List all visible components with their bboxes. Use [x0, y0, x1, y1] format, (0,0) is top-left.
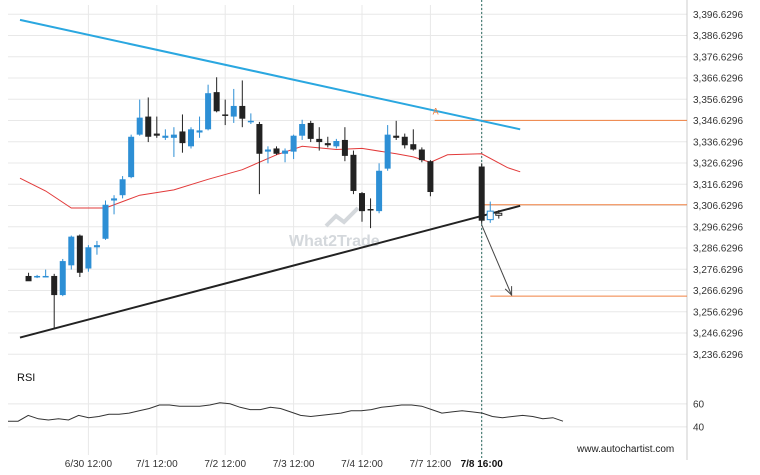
candle-body: [282, 150, 289, 154]
footer-url: www.autochartist.com: [576, 444, 674, 455]
candle-body: [478, 166, 485, 221]
candle-body: [316, 138, 323, 143]
forecast-overlay: A: [433, 106, 513, 297]
candle-body: [418, 149, 425, 161]
y-tick-label: 3,356.6296: [693, 95, 743, 106]
y-tick-label: 3,396.6296: [693, 10, 743, 21]
candle-body: [333, 141, 340, 147]
lower-trendline: [19, 204, 521, 339]
y-tick-label: 3,246.6296: [693, 329, 743, 340]
x-tick-label: 7/3 12:00: [273, 459, 315, 470]
y-tick-label: 3,386.6296: [693, 31, 743, 42]
candle-body: [384, 134, 391, 169]
candle-body: [42, 275, 49, 278]
y-tick-label: 3,256.6296: [693, 307, 743, 318]
y-tick-label: 3,296.6296: [693, 222, 743, 233]
upper-trendline: [19, 18, 521, 131]
rsi-title: RSI: [17, 372, 35, 384]
candle-body: [239, 105, 246, 119]
candle-body: [68, 236, 75, 266]
rsi-tick-label: 60: [693, 399, 705, 410]
candle-body: [179, 131, 186, 144]
candle-body: [205, 93, 212, 130]
y-tick-label: 3,236.6296: [693, 350, 743, 361]
y-tick-label: 3,316.6296: [693, 180, 743, 191]
y-tick-label: 3,326.6296: [693, 159, 743, 170]
candle-body: [410, 144, 417, 150]
rsi-line: [8, 402, 564, 422]
forecast-arrow-line: [481, 224, 513, 296]
candle-body: [495, 212, 503, 216]
y-tick-label: 3,336.6296: [693, 137, 743, 148]
candle-body: [367, 209, 374, 211]
candle-body: [299, 124, 306, 136]
candle-body: [393, 135, 400, 138]
y-tick-label: 3,346.6296: [693, 116, 743, 127]
candle-body: [102, 204, 109, 239]
watermark-text: What2Trade: [289, 233, 380, 250]
candle-body: [256, 124, 263, 154]
candle-body: [153, 133, 160, 136]
candle-body: [111, 198, 118, 201]
candle-body: [324, 143, 331, 146]
pattern-point-label: A: [433, 106, 439, 116]
candle-body: [136, 117, 143, 135]
watermark: What2Trade: [289, 206, 380, 250]
candle-body: [247, 120, 254, 123]
y-tick-label: 3,286.6296: [693, 244, 743, 255]
candle-body: [213, 92, 220, 112]
candle-body: [427, 161, 434, 193]
candle-body: [376, 170, 383, 212]
horizontal-levels: [434, 0, 687, 460]
candles: [25, 77, 503, 329]
candle-body: [170, 134, 177, 138]
candle-body: [222, 114, 229, 116]
candle-body: [341, 139, 348, 156]
candle-body: [162, 135, 169, 138]
candle-body: [145, 116, 152, 137]
forecast-arrow-head: [504, 286, 513, 297]
x-axis: 6/30 12:00 7/1 12:00 7/2 12:00 7/3 12:00 7/4…: [65, 459, 503, 470]
x-tick-label: 7/8 16:00: [461, 459, 504, 470]
candle-body: [128, 136, 135, 178]
x-tick-label: 7/4 12:00: [341, 459, 383, 470]
x-tick-label: 6/30 12:00: [65, 459, 113, 470]
candle-body: [290, 135, 297, 152]
y-tick-label: 3,276.6296: [693, 265, 743, 276]
candle-body: [119, 179, 126, 196]
x-tick-label: 7/7 12:00: [410, 459, 452, 470]
y-tick-label: 3,366.6296: [693, 74, 743, 85]
candle-body: [359, 193, 365, 212]
moving-average-line: [19, 145, 521, 209]
y-tick-label: 3,266.6296: [693, 286, 743, 297]
candle-body: [76, 235, 83, 273]
candle-body: [401, 136, 408, 146]
candle-body: [34, 275, 41, 278]
candle-body: [350, 154, 357, 191]
candle-body: [93, 245, 100, 248]
candle-body: [273, 148, 280, 154]
x-tick-label: 7/2 12:00: [204, 459, 246, 470]
candle-body: [188, 129, 194, 147]
y-axis: 3,396.6296 3,386.6296 3,376.6296 3,366.6296…: [693, 10, 743, 434]
y-tick-label: 3,306.6296: [693, 201, 743, 212]
candle-body: [51, 275, 58, 296]
candle-body: [264, 149, 271, 152]
moving-average: [19, 145, 521, 209]
candle-body: [196, 130, 203, 133]
candle-body: [230, 105, 237, 117]
rsi-tick-label: 40: [693, 422, 705, 433]
watermark-logo-icon: [324, 206, 360, 228]
x-tick-label: 7/1 12:00: [136, 459, 178, 470]
candle-body: [25, 275, 32, 282]
rsi-panel: RSI: [8, 372, 564, 422]
trendlines: [19, 18, 521, 339]
candle-body: [85, 247, 92, 269]
grid-lines: [8, 0, 688, 460]
candle-body: [486, 210, 494, 221]
candle-body: [307, 122, 314, 139]
y-tick-label: 3,376.6296: [693, 52, 743, 63]
candle-body: [59, 261, 66, 296]
